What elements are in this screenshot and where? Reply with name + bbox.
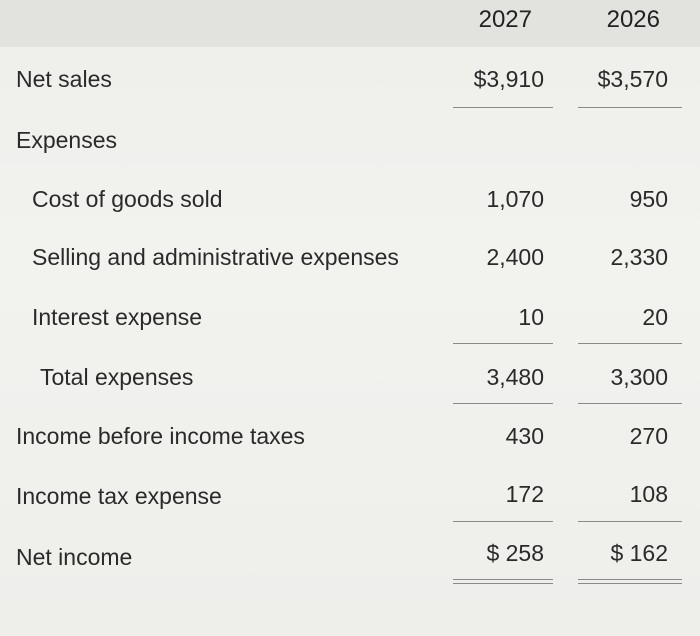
rule-interest-2026: [578, 343, 682, 344]
income-before-tax-2027: 430: [505, 423, 544, 449]
sga-2027: 2,400: [486, 244, 544, 270]
double-rule-net-income-2026: [578, 579, 682, 584]
column-header-2026: 2026: [606, 6, 660, 33]
rule-net-sales-2026: [578, 107, 682, 108]
income-before-tax-label: Income before income taxes: [16, 423, 305, 449]
sga-label: Selling and administrative expenses: [32, 244, 399, 270]
income-tax-2027: 172: [505, 481, 544, 507]
net-income-label: Net income: [16, 544, 133, 570]
double-rule-net-income-2027: [453, 579, 553, 584]
rule-interest-2027: [453, 343, 553, 344]
rule-total-expenses-2027: [453, 403, 553, 404]
interest-2026: 20: [642, 304, 668, 330]
rule-income-tax-2026: [578, 521, 682, 522]
total-expenses-2027: 3,480: [486, 364, 544, 390]
interest-label: Interest expense: [32, 304, 203, 330]
net-sales-2026: $3,570: [597, 66, 668, 92]
column-header-2027: 2027: [478, 6, 532, 33]
cogs-2027: 1,070: [486, 186, 544, 212]
net-income-2027: $ 258: [486, 540, 544, 566]
rule-income-tax-2027: [453, 521, 553, 522]
rule-net-sales-2027: [453, 107, 553, 108]
sga-2026: 2,330: [610, 244, 668, 270]
net-sales-2027: $3,910: [473, 66, 544, 92]
cogs-label: Cost of goods sold: [32, 186, 223, 212]
income-before-tax-2026: 270: [629, 423, 668, 449]
cogs-2026: 950: [629, 186, 668, 212]
expenses-label: Expenses: [16, 127, 118, 153]
total-expenses-label: Total expenses: [40, 364, 194, 390]
net-sales-label: Net sales: [16, 66, 112, 92]
income-tax-label: Income tax expense: [16, 483, 222, 509]
income-tax-2026: 108: [629, 481, 668, 507]
total-expenses-2026: 3,300: [610, 364, 668, 390]
interest-2027: 10: [518, 304, 544, 330]
net-income-2026: $ 162: [610, 540, 668, 566]
header-band: [0, 0, 700, 47]
rule-total-expenses-2026: [578, 403, 682, 404]
